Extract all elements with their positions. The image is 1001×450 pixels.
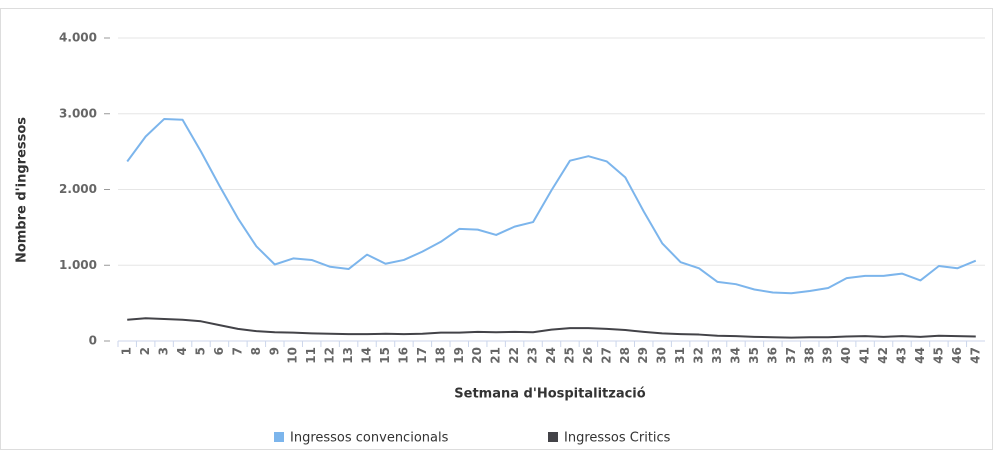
x-tick-label: 38	[802, 347, 816, 364]
x-tick-label: 24	[544, 347, 558, 364]
x-tick-label: 46	[950, 347, 964, 364]
x-tick-label: 2	[138, 347, 152, 355]
x-tick-label: 18	[433, 347, 447, 364]
x-tick-label: 42	[876, 347, 890, 364]
x-tick-label: 11	[304, 347, 318, 364]
x-tick-label: 17	[415, 347, 429, 364]
x-tick-label: 35	[747, 347, 761, 364]
x-tick-label: 33	[710, 347, 724, 364]
x-tick-label: 21	[489, 347, 503, 364]
x-tick-label: 5	[194, 347, 208, 355]
x-tick-label: 44	[913, 347, 927, 364]
x-tick-label: 47	[968, 347, 982, 364]
y-tick-label: 3.000	[59, 106, 97, 120]
x-tick-label: 30	[655, 347, 669, 364]
x-tick-label: 12	[323, 347, 337, 364]
x-tick-label: 27	[599, 347, 613, 364]
x-tick-label: 6	[212, 347, 226, 355]
x-tick-label: 29	[636, 347, 650, 364]
series-line	[126, 118, 977, 295]
x-tick-label: 13	[341, 347, 355, 364]
x-tick-label: 28	[618, 347, 632, 364]
x-tick-label: 40	[839, 347, 853, 364]
x-tick-label: 26	[581, 347, 595, 364]
x-tick-label: 9	[267, 347, 281, 355]
legend-label: Ingressos convencionals	[290, 431, 449, 446]
x-tick-label: 16	[396, 347, 410, 364]
legend-swatch	[548, 432, 558, 442]
x-tick-label: 45	[931, 347, 945, 364]
x-tick-label: 10	[286, 347, 300, 364]
x-tick-label: 4	[175, 347, 189, 355]
x-axis-title: Setmana d'Hospitalització	[454, 387, 645, 402]
y-tick-label: 0	[89, 334, 97, 348]
y-tick-label: 2.000	[59, 182, 97, 196]
x-tick-label: 19	[452, 347, 466, 364]
x-tick-label: 15	[378, 347, 392, 364]
series-line	[127, 317, 976, 339]
chart-frame	[0, 8, 993, 450]
x-tick-label: 34	[728, 347, 742, 364]
x-tick-label: 8	[249, 347, 263, 355]
x-tick-label: 31	[673, 347, 687, 364]
x-tick-label: 3	[157, 347, 171, 355]
legend-label: Ingressos Critics	[564, 431, 671, 446]
x-tick-label: 39	[821, 347, 835, 364]
y-axis-title: Nombre d'ingressos	[15, 117, 30, 263]
x-tick-label: 20	[470, 347, 484, 364]
x-tick-label: 37	[784, 347, 798, 364]
x-tick-label: 23	[526, 347, 540, 364]
x-tick-label: 7	[230, 347, 244, 355]
x-tick-label: 1	[120, 347, 134, 355]
y-tick-label: 4.000	[59, 31, 97, 45]
legend-swatch	[274, 432, 284, 442]
x-tick-label: 22	[507, 347, 521, 364]
x-tick-label: 14	[360, 347, 374, 364]
x-tick-label: 36	[765, 347, 779, 364]
x-tick-label: 43	[894, 347, 908, 364]
x-tick-label: 25	[562, 347, 576, 364]
x-tick-label: 32	[692, 347, 706, 364]
y-tick-label: 1.000	[59, 258, 97, 272]
x-tick-label: 41	[858, 347, 872, 364]
